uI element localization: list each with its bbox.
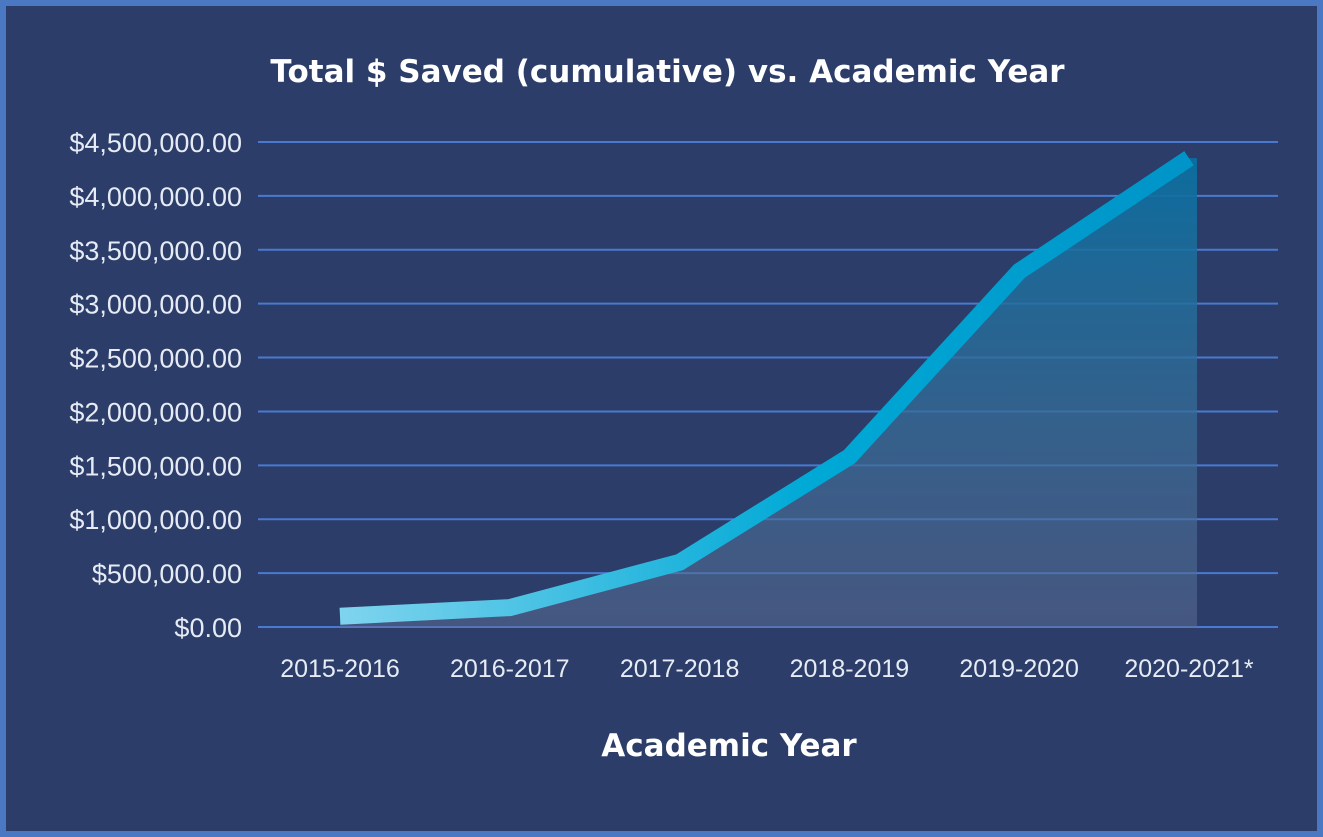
area-fill (340, 158, 1197, 627)
y-tick-label: $1,500,000.00 (69, 451, 242, 481)
x-tick-label: 2016-2017 (450, 655, 570, 683)
y-tick-label: $1,000,000.00 (69, 505, 242, 535)
x-tick-label: 2019-2020 (959, 655, 1079, 683)
y-tick-label: $2,500,000.00 (69, 344, 242, 374)
y-tick-label: $500,000.00 (92, 559, 242, 589)
x-tick-label: 2020-2021* (1124, 655, 1254, 683)
y-tick-label: $4,000,000.00 (69, 182, 242, 212)
series-line (339, 151, 1194, 625)
y-axis-tick-labels: $0.00 $500,000.00 $1,000,000.00 $1,500,000.… (69, 128, 242, 643)
x-axis-tick-labels: 2015-2016 2016-2017 2017-2018 2018-2019 2019… (280, 655, 1254, 683)
area-fill-shape (340, 158, 1197, 627)
y-tick-label: $4,500,000.00 (69, 128, 242, 158)
x-tick-label: 2015-2016 (280, 655, 400, 683)
y-tick-label: $3,500,000.00 (69, 236, 242, 266)
y-tick-label: $0.00 (174, 613, 242, 643)
series-line-path (339, 151, 1194, 625)
chart-title: Total $ Saved (cumulative) vs. Academic … (270, 54, 1065, 90)
x-axis-title: Academic Year (601, 728, 857, 764)
y-tick-label: $3,000,000.00 (69, 290, 242, 320)
x-tick-label: 2017-2018 (620, 655, 740, 683)
y-tick-label: $2,000,000.00 (69, 397, 242, 427)
x-tick-label: 2018-2019 (790, 655, 910, 683)
